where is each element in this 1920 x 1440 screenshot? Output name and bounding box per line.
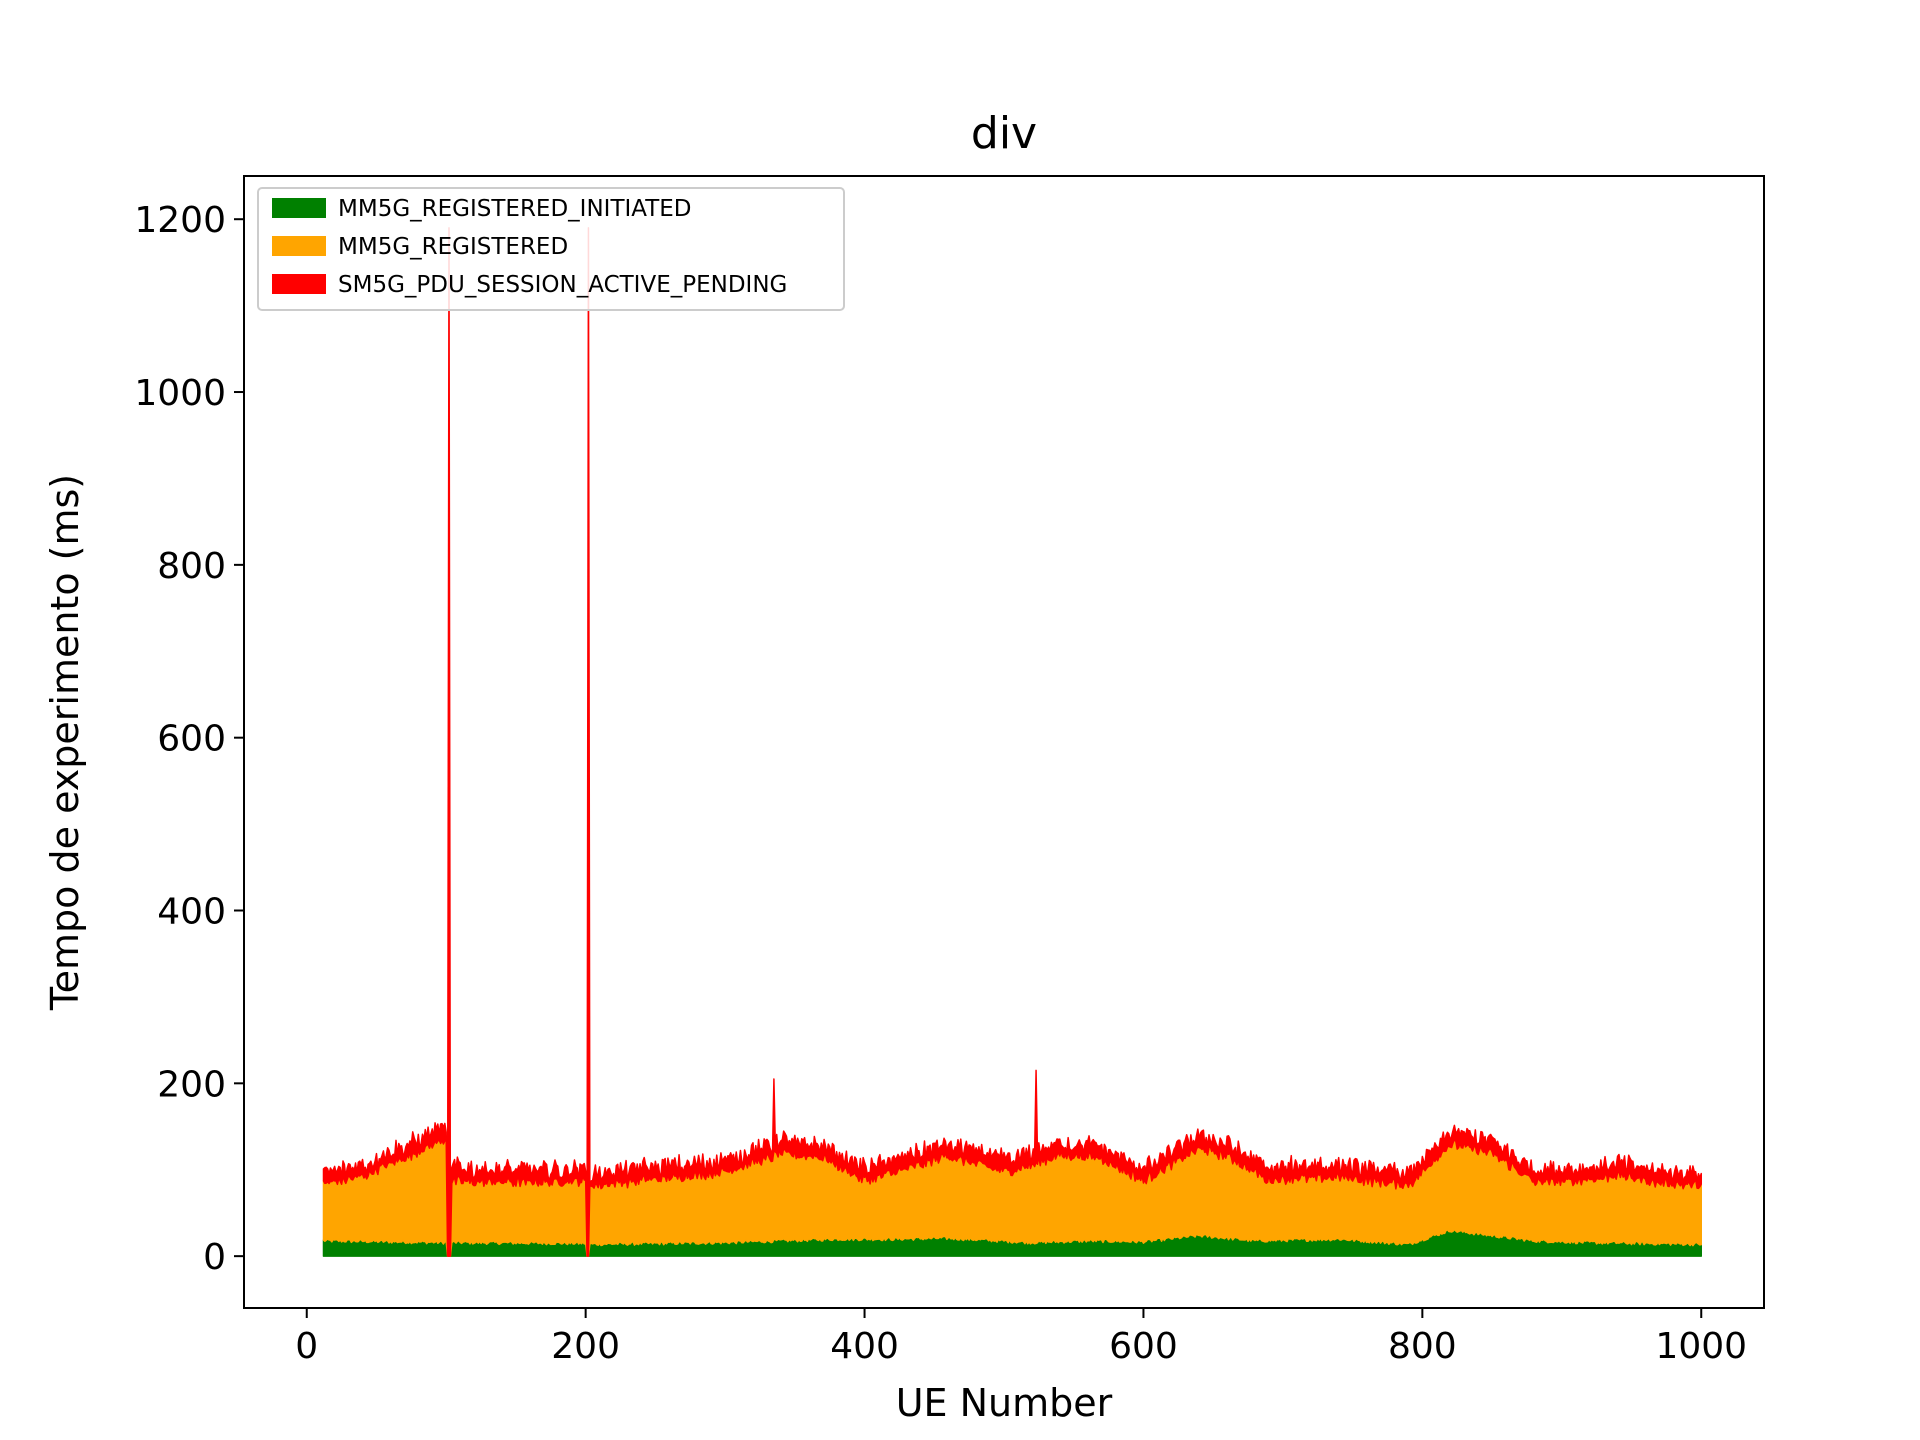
legend-swatch-mm5g-registered [272, 236, 326, 256]
x-tick-label: 400 [830, 1326, 899, 1367]
x-tick-label: 200 [551, 1326, 620, 1367]
x-axis-label: UE Number [896, 1381, 1113, 1425]
legend-label-mm5g-registered: MM5G_REGISTERED [338, 234, 568, 260]
legend-swatch-sm5g-pdu-session-active-pending [272, 274, 326, 294]
plot-frame [243, 175, 1765, 1309]
legend-label-mm5g-registered-initiated: MM5G_REGISTERED_INITIATED [338, 196, 692, 222]
axes: 0 200 400 600 800 1000 0 200 400 600 800 1000 1200 [134, 200, 1747, 1367]
legend-swatch-mm5g-registered-initiated [272, 198, 326, 218]
legend: MM5G_REGISTERED_INITIATED MM5G_REGISTERE… [257, 187, 845, 311]
legend-label-sm5g-pdu-session-active-pending: SM5G_PDU_SESSION_ACTIVE_PENDING [338, 272, 787, 298]
area-sm5g-pdu-session-active-pending [322, 227, 1702, 1257]
y-tick-label: 1000 [134, 373, 226, 414]
x-tick-label: 1000 [1655, 1326, 1747, 1367]
y-tick-label: 600 [157, 719, 226, 760]
y-tick-label: 1200 [134, 200, 226, 241]
plot-area [322, 227, 1702, 1257]
y-axis-label: Tempo de experimento (ms) [43, 474, 87, 1011]
x-tick-label: 800 [1388, 1326, 1457, 1367]
legend-box [257, 187, 845, 311]
y-tick-label: 400 [157, 892, 226, 933]
y-tick-label: 800 [157, 546, 226, 587]
x-tick-label: 600 [1109, 1326, 1178, 1367]
chart-title: div [971, 108, 1037, 159]
x-tick-label: 0 [295, 1326, 318, 1367]
y-tick-label: 0 [203, 1237, 226, 1278]
y-tick-label: 200 [157, 1064, 226, 1105]
